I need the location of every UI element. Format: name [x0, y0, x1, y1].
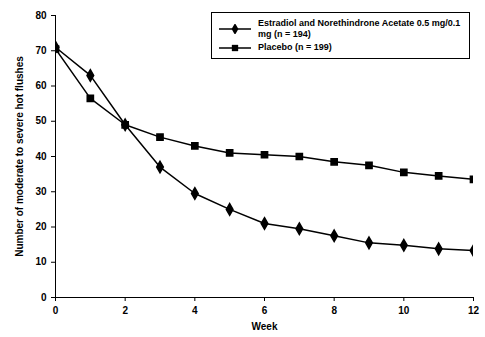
svg-text:2: 2 [122, 305, 128, 316]
svg-text:80: 80 [35, 10, 47, 21]
svg-text:0: 0 [53, 305, 59, 316]
svg-text:20: 20 [35, 221, 47, 232]
svg-text:0: 0 [41, 292, 47, 303]
svg-text:Week: Week [252, 321, 278, 332]
svg-text:8: 8 [331, 305, 337, 316]
svg-text:6: 6 [262, 305, 268, 316]
svg-text:30: 30 [35, 186, 47, 197]
svg-text:70: 70 [35, 45, 47, 56]
svg-text:Number of moderate to severe h: Number of moderate to severe hot flushes [14, 56, 25, 257]
html-text:Placebo (n = 199): Placebo (n = 199) [258, 42, 332, 52]
svg-text:12: 12 [468, 305, 480, 316]
svg-text:60: 60 [35, 80, 47, 91]
html-text:Estradiol and Norethindrone Ac: Estradiol and Norethindrone Acetate 0.5 … [258, 18, 461, 39]
svg-text:40: 40 [35, 151, 47, 162]
svg-text:4: 4 [192, 305, 198, 316]
svg-text:10: 10 [35, 256, 47, 267]
svg-text:10: 10 [398, 305, 410, 316]
svg-text:50: 50 [35, 115, 47, 126]
